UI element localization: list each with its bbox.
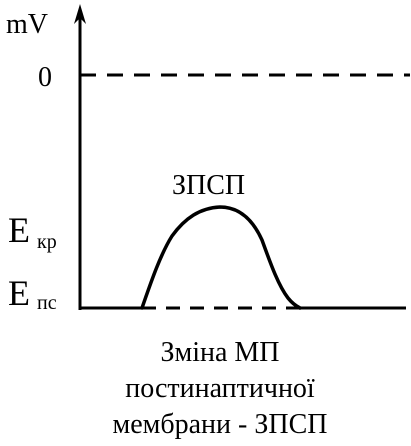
caption-line-1: Зміна МП [160,337,279,368]
caption-line-2: постинаптичної [125,373,315,404]
epsp-peak-label: ЗПСП [172,170,245,201]
resting-label: E [8,273,30,313]
y-axis-unit-label: mV [6,9,48,40]
resting-subscript: пс [37,292,57,314]
epsp-curve [140,205,302,310]
threshold-label: E [8,210,30,250]
zero-level-label: 0 [38,62,52,93]
y-axis-arrow-icon [74,4,86,24]
threshold-subscript: кр [37,231,57,253]
caption-line-3: мембрани - ЗПСП [113,409,328,440]
